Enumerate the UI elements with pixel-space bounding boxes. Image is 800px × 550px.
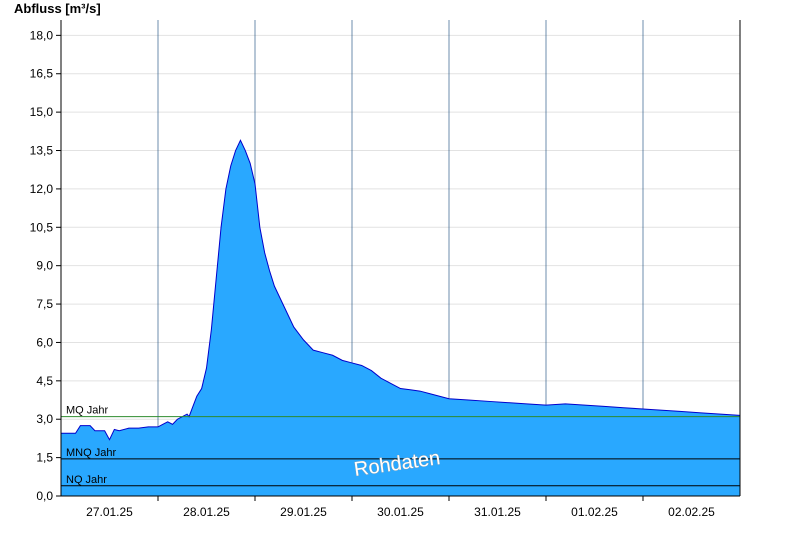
reference-line-label: MNQ Jahr (66, 447, 116, 459)
y-tick-label: 18,0 (30, 28, 54, 42)
y-tick-label: 4,5 (36, 374, 53, 388)
y-tick-label: 7,5 (36, 297, 53, 311)
reference-lines: MQ Jahr MNQ Jahr NQ Jahr (61, 405, 740, 487)
y-tick-label: 15,0 (30, 105, 54, 119)
discharge-line (61, 139, 741, 441)
x-tick-label: 31.01.25 (474, 505, 521, 519)
discharge-area (61, 140, 740, 496)
y-tick-label: 1,5 (36, 451, 53, 465)
reference-line-label: MQ Jahr (66, 405, 109, 417)
y-tick-label: 6,0 (36, 335, 53, 349)
axes: 0,0 1,5 3,0 4,5 6,0 7,5 9,0 10,5 12,0 13,5 15,0 16,… (30, 20, 741, 519)
y-tick-label: 13,5 (30, 144, 54, 158)
x-tick-label: 02.02.25 (668, 505, 715, 519)
x-tick-label: 29.01.25 (280, 505, 327, 519)
y-tick-label: 3,0 (36, 412, 53, 426)
reference-line-label: NQ Jahr (66, 474, 107, 486)
y-tick-label: 0,0 (36, 489, 53, 503)
y-tick-label: 12,0 (30, 182, 54, 196)
y-tick-label: 10,5 (30, 220, 54, 234)
y-tick-label: 16,5 (30, 67, 54, 81)
x-tick-label: 27.01.25 (86, 505, 133, 519)
y-tick-label: 9,0 (36, 259, 53, 273)
series-layer (61, 139, 741, 496)
x-tick-label: 28.01.25 (183, 505, 230, 519)
x-tick-label: 30.01.25 (377, 505, 424, 519)
y-axis-title: Abfluss [m³/s] (14, 1, 101, 16)
x-tick-label: 01.02.25 (571, 505, 618, 519)
